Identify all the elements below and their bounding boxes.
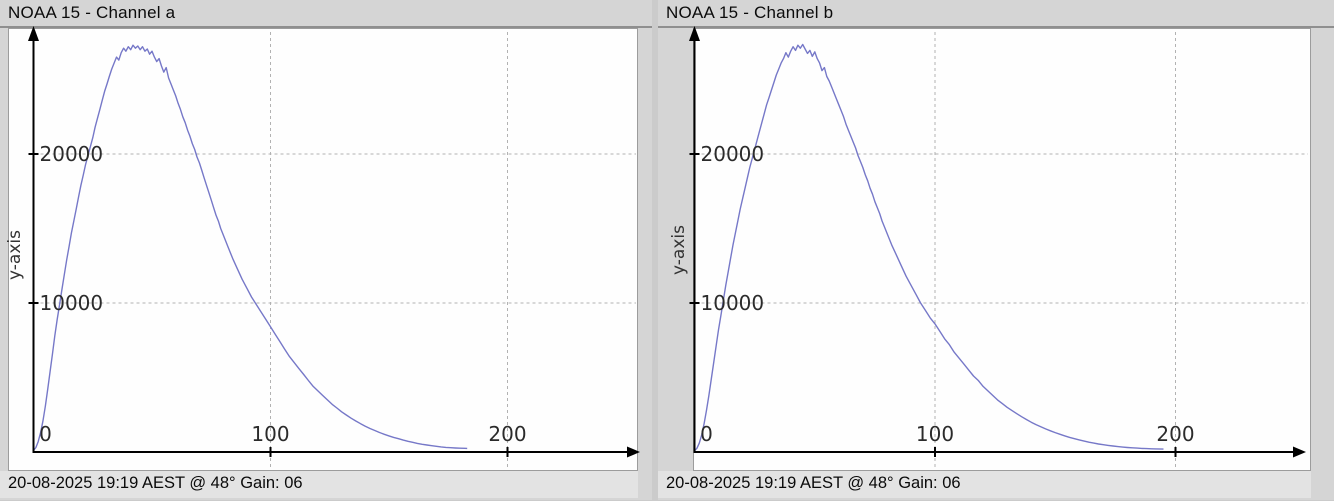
chart-title: NOAA 15 - Channel a xyxy=(8,3,176,22)
x-axis-arrow-icon xyxy=(627,446,640,458)
x-tick-label: 0 xyxy=(39,422,52,446)
chart-title: NOAA 15 - Channel b xyxy=(666,3,834,22)
y-tick-label: 10000 xyxy=(40,291,104,315)
y-tick-label: 20000 xyxy=(40,142,104,166)
x-tick-label: 200 xyxy=(1156,422,1194,446)
y-axis-arrow-icon xyxy=(28,26,39,41)
chart-noaa15-channel-a: NOAA 15 - Channel a 20-08-2025 19:19 AES… xyxy=(0,0,652,500)
title-separator xyxy=(0,26,652,28)
plot-canvas xyxy=(8,28,638,471)
timestamp-caption: 20-08-2025 19:19 AEST @ 48° Gain: 06 xyxy=(666,474,961,492)
x-tick-label: 200 xyxy=(488,422,526,446)
plot-area-svg: 10000 20000 0 100 200 xyxy=(28,26,640,469)
caption-strip: 20-08-2025 19:19 AEST @ 48° Gain: 06 xyxy=(658,471,1311,498)
x-tick-label: 0 xyxy=(700,422,713,446)
x-tick-label: 100 xyxy=(916,422,954,446)
plot-area-svg: 10000 20000 0 100 200 xyxy=(689,26,1308,469)
y-tick-label: 20000 xyxy=(701,142,765,166)
y-axis-arrow-icon xyxy=(689,26,700,41)
title-separator xyxy=(658,26,1334,28)
chart-noaa15-channel-b: NOAA 15 - Channel b 20-08-2025 19:19 AES… xyxy=(658,0,1334,500)
timestamp-caption: 20-08-2025 19:19 AEST @ 48° Gain: 06 xyxy=(8,474,303,492)
caption-strip: 20-08-2025 19:19 AEST @ 48° Gain: 06 xyxy=(0,471,638,498)
histogram-curve xyxy=(32,44,468,451)
plot-canvas xyxy=(693,28,1311,471)
x-axis-arrow-icon xyxy=(1293,446,1306,458)
x-tick-label: 100 xyxy=(251,422,289,446)
y-tick-label: 10000 xyxy=(701,291,765,315)
histogram-curve xyxy=(693,43,1164,452)
